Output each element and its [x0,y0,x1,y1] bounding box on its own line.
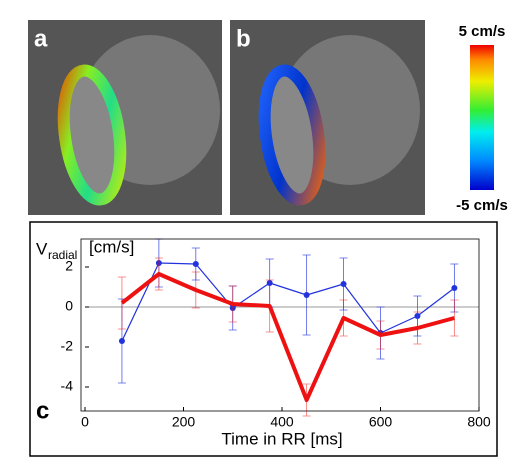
panel-label: a [34,25,48,52]
y-axis-label-unit: [cm/s] [89,237,134,256]
point [192,261,199,267]
point [451,285,458,291]
point [303,292,310,298]
chart-frame [29,221,498,457]
colorbar [470,45,494,190]
image-b: b [230,20,425,215]
point [118,338,125,344]
series-line [121,262,455,342]
x-tick-label: 400 [270,414,294,430]
y-tick-label: -4 [61,378,74,394]
plot: 0 200 400 600 800 -4 -2 0 2 Time in RR [ms] V radia… [36,237,491,448]
colorbar-min: -5 cm/s [456,197,508,214]
y-tick-label: 2 [65,258,73,274]
series-line [120,272,455,402]
x-tick-label: 0 [81,414,89,430]
axes-box [80,238,480,412]
y-axis-label: V [36,239,48,258]
colorbar-max: 5 cm/s [459,23,506,40]
image-a: a [28,20,222,215]
panel-label: b [236,25,251,52]
y-tick-label: 0 [65,298,73,314]
panel-label: c [36,397,49,424]
x-tick-label: 600 [369,414,393,430]
y-tick-label: -2 [61,338,74,354]
x-tick-label: 200 [172,414,196,430]
x-tick-label: 800 [467,414,491,430]
point [340,281,347,287]
y-axis-label-sub: radial [48,248,77,262]
x-axis-label: Time in RR [ms] [221,429,342,448]
